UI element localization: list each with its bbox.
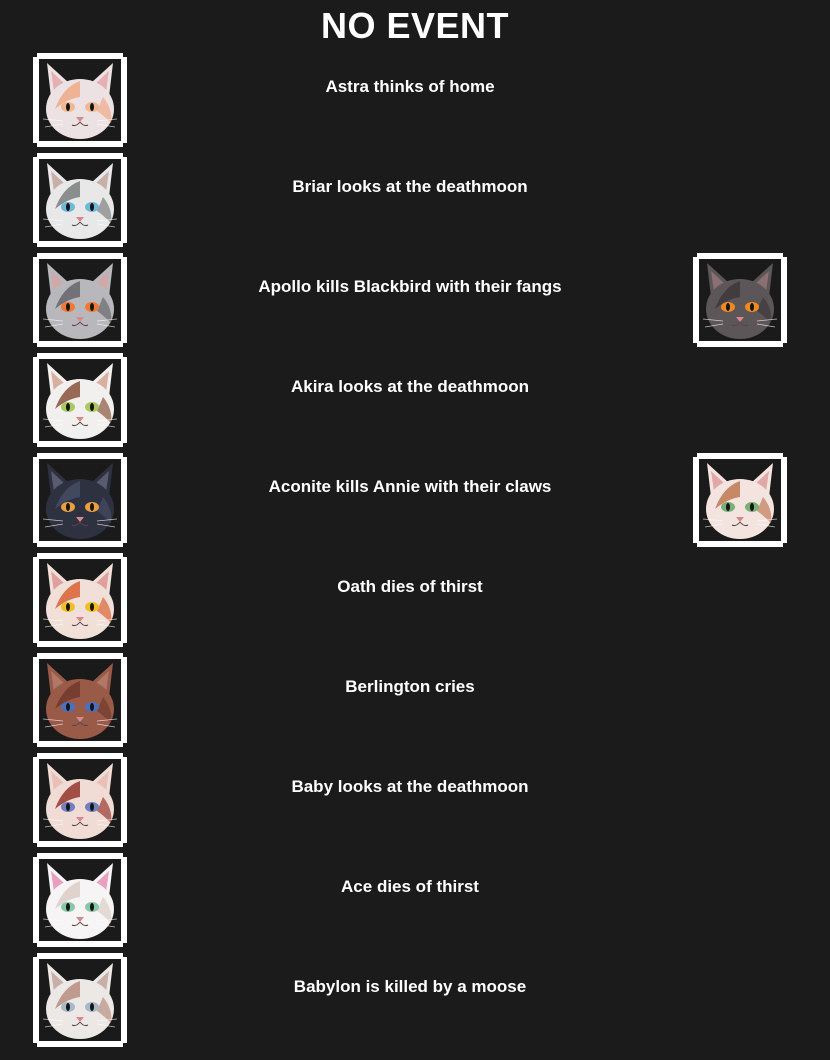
event-row: Baby looks at the deathmoon: [0, 753, 830, 853]
event-text: Briar looks at the deathmoon: [292, 177, 528, 196]
event-row: Astra thinks of home: [0, 53, 830, 153]
event-row: Ace dies of thirst: [0, 853, 830, 953]
ace-cat-portrait-icon: [33, 853, 127, 947]
page-title: NO EVENT: [320, 5, 510, 46]
briar-cat-portrait-icon: [33, 153, 127, 247]
blackbird-cat-portrait-icon: [693, 253, 787, 347]
event-row: Aconite kills Annie with their claws: [0, 453, 830, 553]
event-text: Astra thinks of home: [325, 77, 495, 96]
event-text: Akira looks at the deathmoon: [290, 377, 530, 396]
berlington-cat-portrait-icon: [33, 653, 127, 747]
event-text: Berlington cries: [345, 677, 475, 696]
annie-cat-portrait-icon: [693, 453, 787, 547]
event-text: Babylon is killed by a moose: [293, 977, 527, 996]
event-text: Apollo kills Blackbird with their fangs: [258, 277, 562, 296]
apollo-cat-portrait-icon: [33, 253, 127, 347]
event-row: Briar looks at the deathmoon: [0, 153, 830, 253]
event-row: Berlington cries: [0, 653, 830, 753]
event-text: Aconite kills Annie with their claws: [268, 477, 552, 496]
aconite-cat-portrait-icon: [33, 453, 127, 547]
astra-cat-portrait-icon: [33, 53, 127, 147]
event-row: Oath dies of thirst: [0, 553, 830, 653]
event-text: Oath dies of thirst: [337, 577, 483, 596]
akira-cat-portrait-icon: [33, 353, 127, 447]
baby-cat-portrait-icon: [33, 753, 127, 847]
event-text: Ace dies of thirst: [341, 877, 479, 896]
event-row: Apollo kills Blackbird with their fangs: [0, 253, 830, 353]
event-row: Babylon is killed by a moose: [0, 953, 830, 1053]
event-row: Akira looks at the deathmoon: [0, 353, 830, 453]
babylon-cat-portrait-icon: [33, 953, 127, 1047]
event-text: Baby looks at the deathmoon: [291, 777, 529, 796]
oath-cat-portrait-icon: [33, 553, 127, 647]
